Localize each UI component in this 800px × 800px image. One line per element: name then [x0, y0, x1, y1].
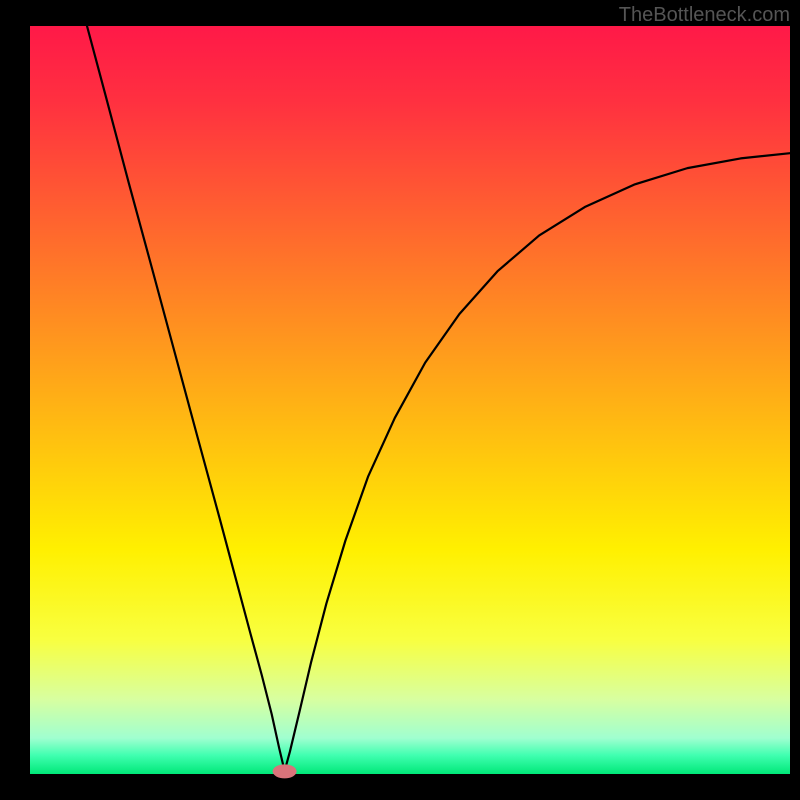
- watermark-text: TheBottleneck.com: [619, 4, 790, 27]
- optimum-marker: [273, 764, 297, 778]
- chart-svg: [0, 0, 800, 800]
- bottleneck-chart: TheBottleneck.com: [0, 0, 800, 800]
- plot-gradient-background: [30, 26, 790, 774]
